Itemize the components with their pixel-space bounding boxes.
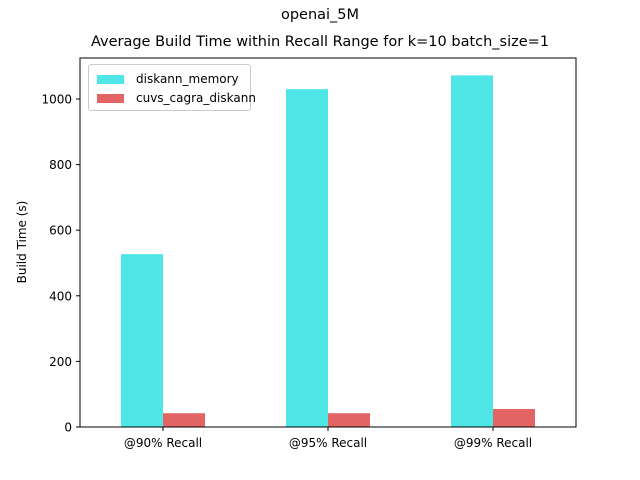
bars-group [121, 75, 535, 427]
legend-item-diskann-memory: diskann_memory [97, 71, 239, 87]
legend: diskann_memory cuvs_cagra_diskann [88, 64, 256, 111]
x-tick-label: @95% Recall [289, 436, 367, 450]
x-tick-label: @99% Recall [454, 436, 532, 450]
legend-label-cuvs-cagra-diskann: cuvs_cagra_diskann [136, 91, 256, 105]
bar-cuvs-cagra-diskann-1 [163, 413, 205, 427]
bar-diskann-memory-1 [121, 254, 163, 427]
bar-diskann-memory-3 [451, 75, 493, 427]
y-axis-ticks: 0 200 400 600 800 1000 [41, 93, 80, 435]
legend-swatch-diskann-memory [97, 74, 124, 84]
figure-suptitle: openai_5M [280, 7, 360, 23]
y-tick-label: 400 [49, 289, 72, 303]
y-tick-label: 600 [49, 224, 72, 238]
bar-cuvs-cagra-diskann-2 [328, 413, 370, 427]
legend-swatch-cuvs-cagra-diskann [97, 93, 124, 103]
bar-diskann-memory-2 [286, 89, 328, 427]
chart-title: Average Build Time within Recall Range f… [90, 34, 550, 50]
x-axis-ticks: @90% Recall @95% Recall @99% Recall [124, 427, 532, 450]
bar-cuvs-cagra-diskann-3 [493, 408, 535, 427]
y-tick-label: 200 [49, 355, 72, 369]
y-tick-label: 0 [64, 421, 72, 435]
legend-item-cuvs-cagra-diskann: cuvs_cagra_diskann [97, 90, 256, 106]
y-tick-label: 1000 [41, 93, 72, 107]
y-tick-label: 800 [49, 158, 72, 172]
legend-label-diskann-memory: diskann_memory [136, 72, 239, 86]
x-tick-label: @90% Recall [124, 436, 202, 450]
